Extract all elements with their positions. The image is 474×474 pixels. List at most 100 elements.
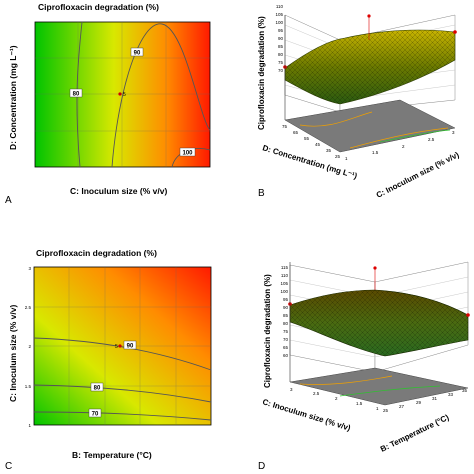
panel-d-x-tick: 35 xyxy=(462,388,468,393)
panel-b-surface-mesh xyxy=(285,30,455,104)
panel-d-y-tick: 1.5 xyxy=(356,401,363,406)
panel-c-contour-label-70: 70 xyxy=(92,412,99,418)
panel-c-label-bg-90 xyxy=(123,340,137,350)
panel-b-design-point-2 xyxy=(453,30,457,34)
panel-d-x-tick: 25 xyxy=(383,408,389,413)
panel-b-x-tick: 2 xyxy=(402,144,405,149)
panel-b-floor-contour-green xyxy=(379,129,451,143)
panel-b-y-tick: 75 xyxy=(282,124,288,129)
panel-d-surface-mesh xyxy=(290,290,468,356)
panel-d-z-tick: 110 xyxy=(281,273,289,278)
panel-b-y-tick: 25 xyxy=(335,154,341,159)
panel-b-z-tick: 80 xyxy=(278,52,284,57)
panel-d-y-tick: 2 xyxy=(335,396,338,401)
panel-d-letter: D xyxy=(258,461,265,472)
panel-a-contour-label-90: 90 xyxy=(134,51,141,57)
panel-c-contour-80 xyxy=(33,384,212,403)
panel-b-z-tick: 90 xyxy=(278,36,284,41)
panel-a-design-point-label: 5 xyxy=(123,92,126,98)
panel-c-y-tick: 1.5 xyxy=(25,384,32,389)
panel-a-label-bg-100 xyxy=(179,147,196,157)
panel-d-z-ticks: 60 65 70 75 80 85 90 95 100 105 110 115 xyxy=(280,265,288,358)
panel-d-design-point-2 xyxy=(466,313,470,317)
panel-a-label-bg-90 xyxy=(130,47,144,57)
panel-d-x-ticks: 25 27 29 31 33 35 xyxy=(383,388,468,413)
panel-c-y-tick: 1 xyxy=(28,423,31,428)
panel-d-x-tick: 27 xyxy=(399,404,405,409)
panel-c-design-point xyxy=(118,344,122,348)
panel-b-x-tick: 2.5 xyxy=(428,137,435,142)
panel-b-x-ticks: 1 1.5 2 2.5 3 xyxy=(345,130,455,161)
panel-b-z-tick: 85 xyxy=(278,44,284,49)
panel-c-contour-label-90: 90 xyxy=(127,344,134,350)
panel-b-letter: B xyxy=(258,188,265,199)
panel-d-x-axis-label: B: Temperature (°C) xyxy=(379,413,451,454)
panel-c: Ciprofloxacin degradation (%) 90 80 70 5… xyxy=(5,248,212,472)
panel-d-z-tick: 85 xyxy=(283,313,289,318)
panel-c-y-axis-label: C: Inoculum size (% v/v) xyxy=(8,305,18,402)
panel-a-contour-90 xyxy=(111,23,211,168)
panel-d-z-tick: 115 xyxy=(281,265,289,270)
panel-d-y-ticks: 3 2.5 2 1.5 1 xyxy=(290,387,379,411)
panel-c-letter: C xyxy=(5,461,12,472)
panel-b-y-tick: 45 xyxy=(315,142,321,147)
panel-d-z-tick: 75 xyxy=(283,329,289,334)
panel-d-floor-contour xyxy=(299,375,393,385)
panel-d-y-axis-label: C: Inoculum size (% v/v) xyxy=(261,397,352,432)
panel-c-design-point-label: 5 xyxy=(115,344,118,350)
panel-c-x-axis-label: B: Temperature (°C) xyxy=(72,450,152,460)
panel-b-x-tick: 1 xyxy=(345,156,348,161)
panel-a-x-axis-label: C: Inoculum size (% v/v) xyxy=(70,186,167,196)
panel-b-x-axis-label: C: Inoculum size (% v/v) xyxy=(375,150,461,200)
panel-b-y-ticks: 75 65 55 45 35 25 xyxy=(282,124,341,159)
panel-d-floor-contour-green xyxy=(339,385,441,397)
panel-b-x-tick: 3 xyxy=(452,130,455,135)
panel-d-y-tick: 1 xyxy=(376,406,379,411)
panel-b: 70 75 80 85 90 95 100 105 110 75 65 55 4… xyxy=(257,4,461,200)
panel-c-contour-label-80: 80 xyxy=(94,386,101,392)
panel-c-contour-70 xyxy=(33,411,212,421)
panel-b-z-axis-label: Ciprofloxacin degradation (%) xyxy=(257,16,266,130)
panel-d-z-tick: 105 xyxy=(280,281,288,286)
panel-a-label-bg-80 xyxy=(69,88,83,98)
panel-c-y-tick: 2 xyxy=(28,344,31,349)
panel-d-z-tick: 60 xyxy=(283,353,289,358)
panel-d-x-tick: 31 xyxy=(432,396,438,401)
panel-d-y-tick: 2.5 xyxy=(313,391,320,396)
panel-c-y-tick: 3 xyxy=(28,266,31,271)
panel-c-label-bg-70 xyxy=(88,408,102,418)
panel-d-z-tick: 90 xyxy=(283,305,289,310)
panel-d: 60 65 70 75 80 85 90 95 100 105 110 115 … xyxy=(258,261,470,472)
panel-c-gridlines xyxy=(34,267,211,425)
panel-b-z-tick: 75 xyxy=(278,60,284,65)
panel-c-title: Ciprofloxacin degradation (%) xyxy=(36,248,157,258)
panel-a: Ciprofloxacin degradation (%) 80 90 100 … xyxy=(5,2,211,206)
panel-d-z-tick: 95 xyxy=(283,297,289,302)
panel-b-z-tick: 70 xyxy=(278,68,284,73)
panel-c-label-bg-80 xyxy=(90,382,104,392)
panel-a-y-axis-label: D: Concentration (mg L⁻¹) xyxy=(8,45,18,150)
panel-d-z-tick: 70 xyxy=(283,337,289,342)
panel-d-y-tick: 3 xyxy=(290,387,293,392)
panel-a-contour-label-80: 80 xyxy=(73,92,80,98)
panel-a-letter: A xyxy=(5,195,12,206)
panel-d-z-tick: 80 xyxy=(283,321,289,326)
panel-d-x-tick: 33 xyxy=(448,392,454,397)
panel-b-x-tick: 1.5 xyxy=(372,150,379,155)
panel-d-z-axis-label: Ciprofloxacin degradation (%) xyxy=(263,274,272,388)
panel-d-x-tick: 29 xyxy=(416,400,422,405)
panel-d-floor xyxy=(289,367,469,406)
panel-a-design-point xyxy=(118,92,122,96)
panel-a-title: Ciprofloxacin degradation (%) xyxy=(38,2,159,12)
panel-b-z-tick: 105 xyxy=(275,12,283,17)
panel-a-contour-80 xyxy=(76,21,83,168)
panel-d-z-tick: 100 xyxy=(280,289,288,294)
panel-b-z-tick: 100 xyxy=(275,20,283,25)
panel-b-z-ticks: 70 75 80 85 90 95 100 105 110 xyxy=(275,4,283,73)
panel-b-y-tick: 65 xyxy=(293,130,299,135)
panel-c-y-tick: 2.5 xyxy=(25,305,32,310)
panel-b-z-tick: 95 xyxy=(278,28,284,33)
panel-d-z-tick: 65 xyxy=(283,345,289,350)
panel-b-floor-contour xyxy=(299,111,449,149)
